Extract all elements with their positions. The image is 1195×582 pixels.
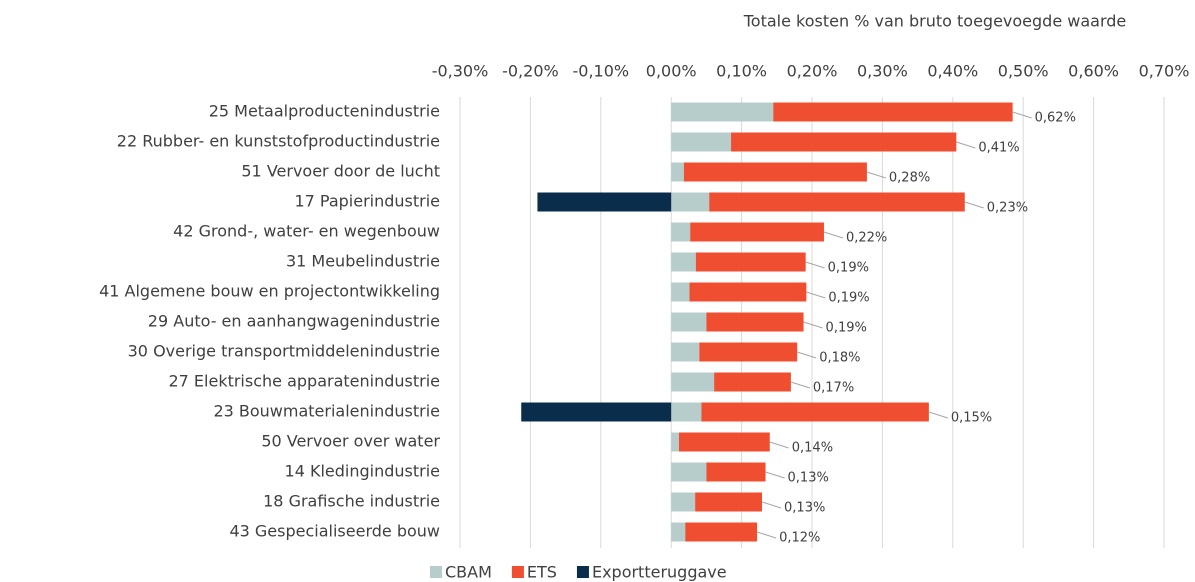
bar-segment xyxy=(671,192,710,212)
y-tick-label: 27 Elektrische apparatenindustrie xyxy=(168,372,440,391)
legend-swatch xyxy=(430,566,442,578)
data-label: 0,19% xyxy=(828,261,869,276)
x-tick-label: 0,10% xyxy=(716,62,767,81)
leader-line xyxy=(765,471,785,479)
bar-segment xyxy=(671,102,774,122)
bar-segment xyxy=(701,402,929,422)
leader-line xyxy=(1012,111,1032,119)
leader-line xyxy=(769,441,789,449)
bar-segment xyxy=(714,372,791,392)
data-label: 0,14% xyxy=(792,441,833,456)
bar-segment xyxy=(671,432,679,452)
x-tick-label: -0,10% xyxy=(572,62,629,81)
leader-line xyxy=(964,201,984,209)
y-tick-label: 30 Overige transportmiddelenindustrie xyxy=(128,342,440,361)
data-label: 0,19% xyxy=(828,291,869,306)
data-label: 0,12% xyxy=(779,531,820,546)
y-tick-label: 25 Metaalproductenindustrie xyxy=(209,102,440,121)
leader-line xyxy=(928,411,949,419)
x-tick-label: 0,40% xyxy=(927,62,978,81)
data-label: 0,22% xyxy=(846,231,887,246)
bar-segment xyxy=(671,162,684,182)
data-label: 0,13% xyxy=(784,501,825,516)
bar-segment xyxy=(731,132,957,152)
chart-title: Totale kosten % van bruto toegevoegde wa… xyxy=(743,12,1127,31)
leader-line xyxy=(756,531,777,539)
bar-segment xyxy=(685,522,758,542)
y-tick-label: 31 Meubelindustrie xyxy=(286,252,440,271)
leader-line xyxy=(797,351,817,359)
x-tick-label: 0,00% xyxy=(646,62,697,81)
bar-segment xyxy=(671,282,690,302)
y-tick-label: 50 Vervoer over water xyxy=(261,432,440,451)
y-tick-label: 14 Kledingindustrie xyxy=(285,462,440,481)
legend-label: ETS xyxy=(527,563,557,582)
bar-segment xyxy=(709,192,965,212)
y-tick-label: 17 Papierindustrie xyxy=(294,192,440,211)
y-tick-label: 42 Grond-, water- en wegenbouw xyxy=(173,222,440,241)
y-tick-label: 22 Rubber- en kunststofproductindustrie xyxy=(117,132,440,151)
bar-segment xyxy=(671,372,715,392)
bar-segment xyxy=(695,492,763,512)
leader-line xyxy=(803,321,823,329)
data-label: 0,13% xyxy=(788,471,829,486)
leader-line xyxy=(761,501,782,509)
bar-segment xyxy=(773,102,1013,122)
leader-line xyxy=(806,291,826,299)
data-label: 0,62% xyxy=(1035,111,1076,126)
bar-segment xyxy=(706,462,766,482)
legend-swatch xyxy=(511,566,524,578)
data-label: 0,41% xyxy=(978,141,1019,156)
legend-swatch xyxy=(576,566,589,578)
x-tick-label: 0,30% xyxy=(857,62,908,81)
leader-line xyxy=(805,261,825,269)
x-tick-label: 0,20% xyxy=(787,62,838,81)
bar-segment xyxy=(671,222,691,242)
leader-line xyxy=(956,141,976,149)
bar-segment xyxy=(683,162,867,182)
bar-segment xyxy=(695,252,806,272)
x-tick-label: -0,20% xyxy=(502,62,559,81)
bar-segment xyxy=(671,252,696,272)
bar-segment xyxy=(689,282,807,302)
data-label: 0,28% xyxy=(889,171,930,186)
bar-segment xyxy=(671,492,696,512)
y-tick-label: 23 Bouwmaterialenindustrie xyxy=(213,402,440,421)
bar-segment xyxy=(521,402,672,422)
bar-segment xyxy=(699,342,798,362)
y-tick-label: 43 Gespecialiseerde bouw xyxy=(229,522,440,541)
x-tick-label: -0,30% xyxy=(432,62,489,81)
data-label: 0,15% xyxy=(951,411,992,426)
data-label: 0,23% xyxy=(987,201,1028,216)
data-label: 0,17% xyxy=(813,381,854,396)
x-tick-label: 0,60% xyxy=(1068,62,1119,81)
x-tick-label: 0,50% xyxy=(998,62,1049,81)
leader-line xyxy=(823,231,844,239)
y-tick-label: 41 Algemene bouw en projectontwikkeling xyxy=(99,282,440,301)
bar-segment xyxy=(671,342,700,362)
legend-label: CBAM xyxy=(445,563,492,582)
x-tick-label: 0,70% xyxy=(1139,62,1190,81)
bar-segment xyxy=(671,132,732,152)
data-label: 0,18% xyxy=(819,351,860,366)
bar-segment xyxy=(671,402,702,422)
y-tick-label: 18 Grafische industrie xyxy=(263,492,440,511)
y-tick-label: 51 Vervoer door de lucht xyxy=(241,162,440,181)
bar-segment xyxy=(537,192,672,212)
bar-segment xyxy=(671,312,707,332)
bar-segment xyxy=(671,522,686,542)
legend-label: Exportteruggave xyxy=(592,563,727,582)
bar-segment xyxy=(678,432,770,452)
data-label: 0,19% xyxy=(826,321,867,336)
bar-segment xyxy=(690,222,824,242)
bar-segment xyxy=(706,312,804,332)
leader-line xyxy=(866,171,887,179)
y-tick-label: 29 Auto- en aanhangwagenindustrie xyxy=(148,312,440,331)
leader-line xyxy=(790,381,811,389)
bar-segment xyxy=(671,462,707,482)
